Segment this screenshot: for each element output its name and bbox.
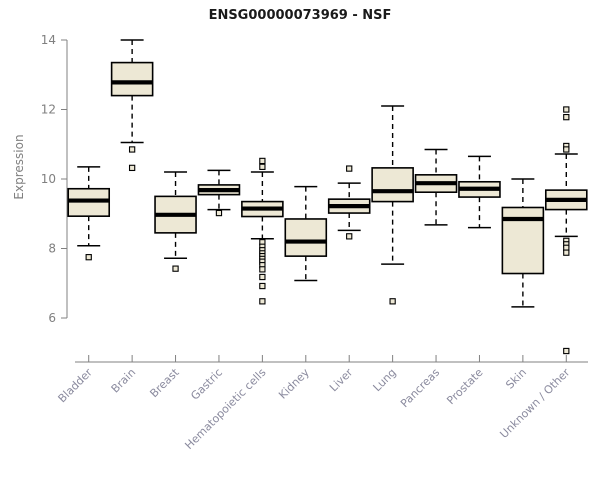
outlier-point [389, 298, 396, 305]
y-tick-label: 6 [48, 311, 56, 325]
x-tick-label: Hematopoietic cells [182, 366, 268, 452]
page-title: ENSG00000073969 - NSF [208, 8, 392, 23]
y-tick-label: 10 [41, 172, 56, 186]
box-plot-liver [327, 165, 371, 240]
box-plot-unknown-other [544, 106, 588, 355]
outlier-point [563, 113, 570, 121]
box-iqr [371, 167, 414, 203]
y-tick-label: 14 [41, 33, 56, 47]
y-axis: 6 8 10 12 14 [41, 33, 68, 325]
box-plot-skin [501, 178, 545, 308]
x-tick-label: Pancreas [398, 366, 442, 410]
x-tick-label: Brain [109, 366, 139, 396]
box-iqr [110, 61, 154, 97]
outlier-point [259, 298, 266, 305]
y-tick-label: 12 [41, 103, 56, 117]
outlier-point [128, 146, 136, 153]
outlier-point [172, 265, 179, 272]
box-plot-bladder [67, 166, 111, 261]
box-plot-gastric [197, 169, 241, 217]
outlier-point [259, 282, 266, 290]
box-plot-hematopoietic-cells [241, 157, 284, 305]
outlier-point [259, 157, 266, 165]
outlier-point [259, 266, 266, 273]
x-axis [75, 355, 588, 363]
box-plot-prostate [458, 155, 501, 229]
outlier-point [215, 209, 223, 217]
x-tick-label: Liver [327, 366, 356, 395]
box-plot-breast [154, 171, 197, 272]
x-tick-label: Breast [147, 365, 182, 400]
box-series [67, 39, 588, 355]
y-tick-label: 8 [48, 242, 56, 256]
outlier-point [563, 106, 570, 113]
x-tick-label: Gastric [188, 366, 225, 403]
outlier-point [563, 249, 570, 256]
x-tick-label: Bladder [56, 366, 96, 406]
outlier-point [563, 347, 570, 355]
box-plot-lung [371, 105, 414, 305]
outlier-point [85, 254, 92, 261]
x-tick-label: Skin [503, 366, 529, 392]
outlier-point [128, 164, 136, 172]
box-plot-pancreas [414, 148, 458, 226]
x-tick-label: Kidney [276, 366, 312, 402]
box-plot-brain [110, 39, 154, 172]
box-plot-kidney [284, 185, 328, 282]
outlier-point [563, 146, 570, 153]
box-iqr [284, 218, 328, 257]
outlier-point [259, 163, 266, 170]
outlier-point [346, 233, 353, 240]
x-tick-label: Prostate [444, 366, 485, 407]
x-tick-label: Lung [371, 366, 399, 394]
outlier-point [259, 273, 266, 281]
outlier-point [346, 165, 353, 172]
